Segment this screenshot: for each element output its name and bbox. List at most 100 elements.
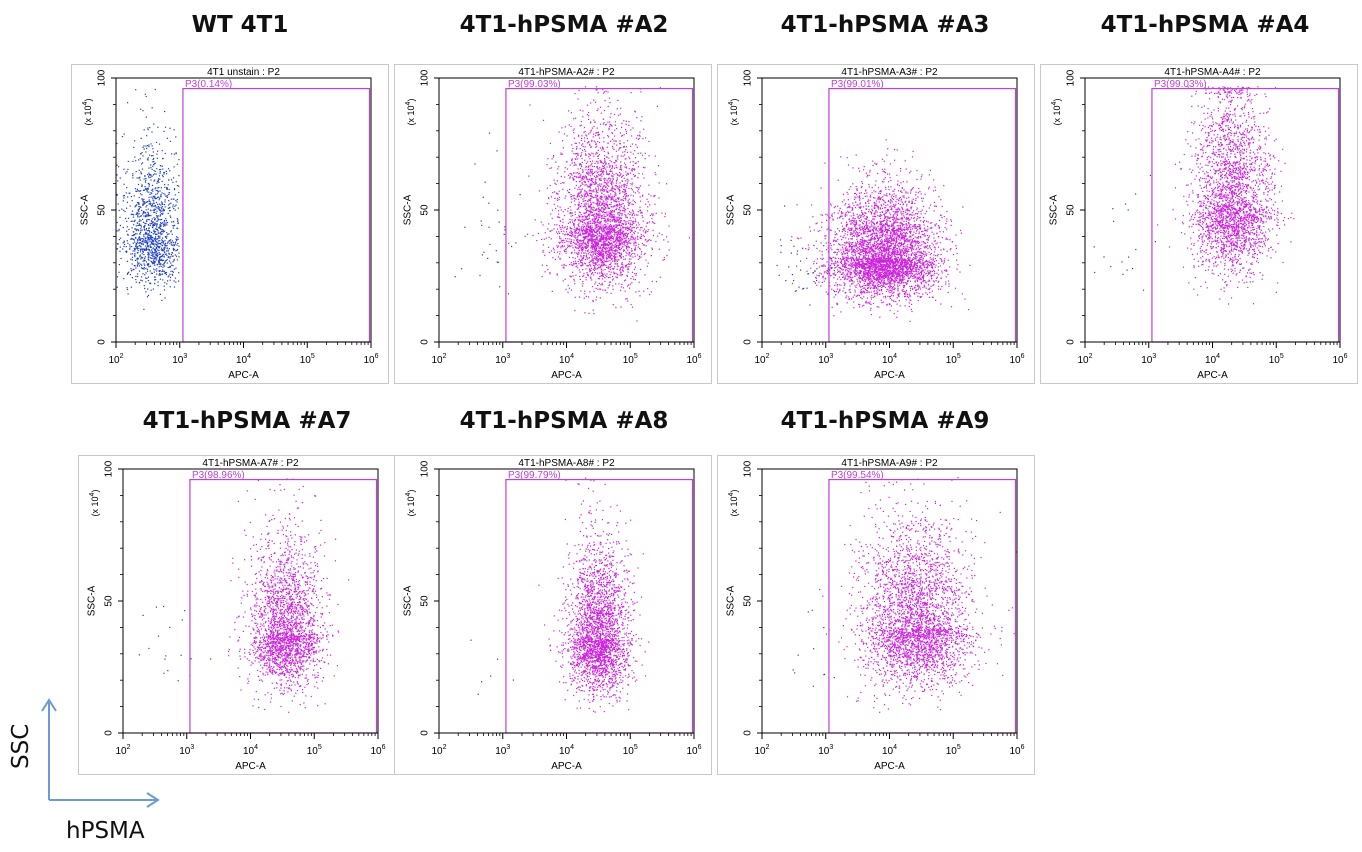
event-dot	[600, 241, 602, 243]
event-dot	[161, 255, 164, 257]
event-dot	[614, 253, 617, 255]
event-dot	[619, 224, 621, 226]
event-dot	[152, 148, 154, 150]
event-dot	[156, 268, 158, 270]
event-dot	[596, 243, 598, 245]
event-dot	[637, 161, 639, 163]
event-dot	[597, 219, 599, 221]
event-dot	[572, 247, 574, 249]
event-dot	[161, 233, 163, 235]
event-dot	[145, 267, 147, 270]
event-dot	[603, 257, 605, 259]
event-dot	[618, 201, 620, 203]
event-dot	[577, 152, 579, 154]
event-dot	[587, 168, 590, 171]
event-dot	[608, 254, 610, 256]
event-dot	[591, 196, 593, 198]
event-dot	[938, 219, 941, 221]
event-dot	[586, 250, 589, 252]
event-dot	[127, 234, 129, 236]
event-dot	[141, 209, 143, 211]
event-dot	[628, 252, 630, 254]
event-dot	[597, 224, 599, 226]
event-dot	[116, 230, 118, 232]
event-dot	[608, 190, 610, 192]
event-dot	[575, 237, 577, 239]
event-dot	[608, 242, 611, 244]
event-dot	[582, 205, 584, 208]
event-dot	[592, 201, 594, 203]
event-dot	[138, 207, 140, 210]
event-dot	[489, 243, 491, 245]
event-dot	[635, 274, 637, 276]
event-dot	[159, 226, 161, 228]
event-dot	[607, 135, 609, 137]
event-dot	[619, 142, 621, 145]
event-dot	[579, 172, 581, 174]
event-dot	[163, 130, 165, 132]
event-dot	[604, 242, 606, 245]
event-dot	[862, 250, 865, 252]
event-dot	[145, 212, 147, 214]
event-dot	[155, 201, 158, 204]
event-dot	[623, 241, 625, 243]
event-dot	[595, 258, 597, 260]
event-dot	[153, 268, 155, 270]
event-dot	[625, 238, 627, 240]
event-dot	[601, 270, 603, 272]
event-dot	[149, 222, 151, 225]
event-dot	[151, 242, 153, 244]
event-dot	[164, 126, 167, 128]
event-dot	[641, 212, 643, 214]
event-dot	[608, 253, 610, 255]
event-dot	[620, 204, 622, 206]
event-dot	[616, 253, 618, 255]
event-dot	[165, 170, 167, 172]
event-dot	[596, 296, 598, 298]
event-dot	[633, 237, 635, 239]
event-dot	[144, 229, 146, 231]
event-dot	[150, 252, 153, 254]
event-dot	[589, 178, 591, 180]
event-dot	[615, 208, 617, 211]
event-dot	[146, 242, 148, 244]
event-dot	[576, 239, 578, 241]
event-dot	[163, 225, 165, 227]
event-dot	[499, 286, 501, 288]
event-dot	[548, 251, 550, 254]
event-dot	[159, 165, 161, 167]
event-dot	[631, 214, 633, 217]
event-dot	[573, 161, 576, 164]
event-dot	[608, 271, 610, 273]
event-dot	[600, 258, 602, 260]
event-dot	[597, 149, 599, 151]
event-dot	[603, 196, 605, 198]
event-dot	[173, 198, 175, 200]
event-dot	[171, 221, 173, 223]
event-dot	[615, 224, 617, 226]
event-dot	[589, 260, 591, 262]
event-dot	[647, 231, 649, 233]
event-dot	[123, 197, 125, 199]
event-dot	[632, 199, 634, 201]
event-dot	[607, 260, 609, 262]
event-dot	[159, 178, 161, 180]
event-dot	[137, 240, 139, 242]
event-dot	[594, 162, 596, 164]
event-dot	[592, 172, 595, 175]
event-dot	[155, 236, 157, 238]
event-dot	[882, 278, 884, 280]
event-dot	[147, 127, 149, 129]
event-dot	[136, 222, 138, 224]
event-dot	[614, 229, 616, 231]
event-dot	[616, 207, 618, 209]
event-dot	[607, 250, 609, 252]
event-dot	[614, 218, 616, 220]
event-dot	[640, 268, 642, 270]
event-dot	[582, 230, 584, 232]
event-dot	[581, 203, 583, 205]
event-dot	[579, 232, 581, 234]
event-dot	[600, 210, 602, 212]
event-dot	[894, 205, 896, 207]
event-dot	[601, 235, 603, 238]
